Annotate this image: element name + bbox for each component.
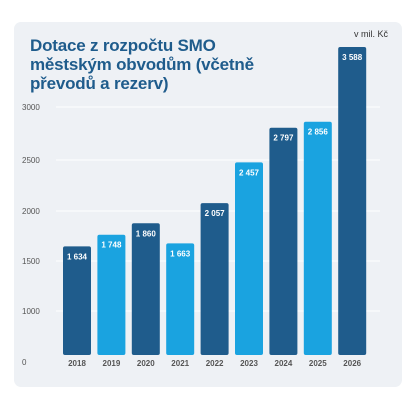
bars: 1 634 1 748 1 860 1 663 2 057 2 457 2 797 2 856… (63, 47, 367, 356)
y-axis: 0 1000 1500 2000 2500 3000 (22, 103, 40, 367)
bar-value-label: 2 797 (273, 134, 294, 143)
bar-value-label: 1 634 (67, 252, 88, 261)
x-tick-label: 2019 (103, 359, 121, 368)
y-tick-label: 2500 (22, 156, 40, 165)
y-tick-label: 0 (22, 358, 27, 367)
y-tick-label: 3000 (22, 103, 40, 112)
x-tick-label: 2021 (171, 359, 189, 368)
x-tick-label: 2024 (275, 359, 293, 368)
bar-2024 (269, 127, 298, 356)
bar-value-label: 1 663 (170, 249, 191, 258)
bar-2023 (235, 162, 263, 355)
x-tick-label: 2018 (68, 359, 86, 368)
unit-label: v mil. Kč (353, 29, 388, 39)
bar-2025 (303, 121, 332, 355)
x-tick-label: 2025 (309, 359, 327, 368)
x-axis: 2018 2019 2020 2021 2022 2023 2024 2025 2026 (68, 359, 362, 368)
x-tick-label: 2020 (137, 359, 155, 368)
x-tick-label: 2023 (240, 359, 258, 368)
bar-2021 (166, 243, 195, 355)
x-tick-label: 2026 (343, 359, 361, 368)
y-tick-label: 1500 (22, 257, 40, 266)
chart-title: Dotace z rozpočtu SMO městským obvodům (… (30, 36, 254, 93)
bar-value-label: 2 856 (308, 128, 329, 137)
bar-2018 (63, 246, 91, 355)
y-tick-label: 2000 (22, 207, 40, 216)
bar-value-label: 1 748 (101, 241, 122, 250)
x-tick-label: 2022 (206, 359, 224, 368)
bar-value-label: 2 457 (239, 168, 260, 177)
bar-value-label: 2 057 (205, 209, 226, 218)
bar-2022 (200, 203, 229, 355)
bar-value-label: 3 588 (342, 53, 363, 62)
y-tick-label: 1000 (22, 307, 40, 316)
bar-2019 (97, 234, 126, 355)
bar-2020 (131, 223, 160, 355)
bar-value-label: 1 860 (136, 229, 157, 238)
bar-2026 (338, 47, 367, 356)
